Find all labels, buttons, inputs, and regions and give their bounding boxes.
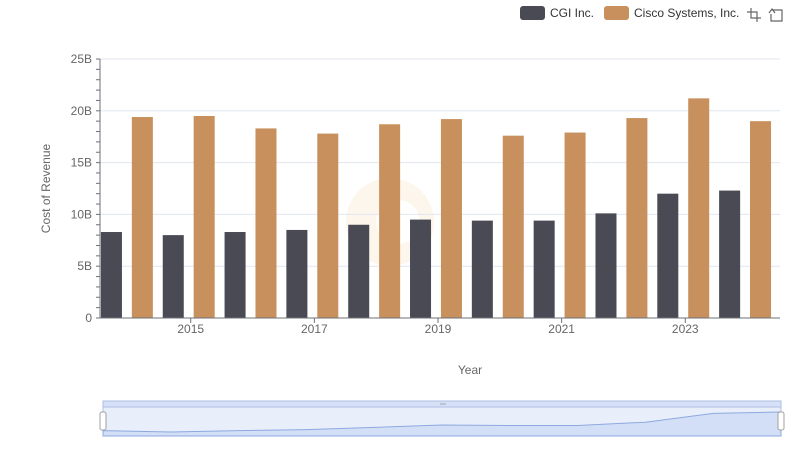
- bar-cisco-2019[interactable]: [440, 119, 462, 318]
- bar-cgi-2017[interactable]: [286, 229, 308, 318]
- legend-item-cgi[interactable]: CGI Inc.: [520, 6, 594, 20]
- y-tick-label: 0: [85, 311, 92, 325]
- x-axis-labels: 2015 2017 2019 2021 2023: [177, 318, 699, 336]
- y-tick-label: 15B: [71, 156, 92, 170]
- bar-cisco-2016[interactable]: [255, 128, 277, 318]
- bars: [100, 98, 772, 319]
- x-tick-label: 2021: [548, 322, 575, 336]
- y-tick-label: 10B: [71, 207, 92, 221]
- bar-cisco-2014[interactable]: [131, 117, 153, 319]
- toolbox: [745, 6, 789, 24]
- bar-cisco-2015[interactable]: [193, 115, 215, 318]
- x-tick-label: 2019: [425, 322, 452, 336]
- bar-cisco-2024[interactable]: [750, 121, 772, 318]
- legend-label-cisco: Cisco Systems, Inc.: [634, 6, 740, 20]
- legend-item-cisco[interactable]: Cisco Systems, Inc.: [604, 6, 739, 20]
- y-axis-title: Cost of Revenue: [39, 143, 53, 233]
- bar-cgi-2022[interactable]: [595, 213, 617, 318]
- x-tick-label: 2015: [177, 322, 204, 336]
- bar-cgi-2020[interactable]: [471, 220, 493, 318]
- y-minor-ticks: [96, 58, 100, 319]
- restore-icon[interactable]: [767, 6, 785, 24]
- bar-cgi-2016[interactable]: [224, 232, 246, 318]
- legend-swatch-cgi: [520, 6, 545, 20]
- y-tick-label: 5B: [77, 259, 92, 273]
- bar-cisco-2021[interactable]: [564, 132, 586, 318]
- y-axis-labels: 0 5B 10B 15B 20B 25B: [71, 52, 93, 325]
- slider-preview: [102, 411, 782, 437]
- x-tick-label: 2023: [672, 322, 699, 336]
- bar-cgi-2018[interactable]: [348, 224, 370, 318]
- data-zoom-slider[interactable]: [99, 400, 785, 437]
- zoom-icon[interactable]: [745, 6, 763, 24]
- y-tick-label: 25B: [71, 52, 92, 66]
- legend: CGI Inc. Cisco Systems, Inc.: [520, 4, 749, 22]
- bar-cgi-2015[interactable]: [162, 235, 184, 318]
- x-tick-label: 2017: [301, 322, 328, 336]
- bar-cgi-2023[interactable]: [657, 193, 679, 318]
- bar-cisco-2020[interactable]: [502, 135, 524, 318]
- bar-cgi-2019[interactable]: [410, 219, 432, 318]
- slider-handle-left[interactable]: [99, 411, 107, 431]
- y-tick-label: 20B: [71, 104, 92, 118]
- bar-cisco-2023[interactable]: [688, 98, 710, 318]
- slider-handle-right[interactable]: [777, 411, 785, 431]
- bar-cgi-2014[interactable]: [100, 232, 122, 318]
- legend-label-cgi: CGI Inc.: [550, 6, 595, 20]
- bar-cisco-2022[interactable]: [626, 118, 648, 318]
- bar-cgi-2021[interactable]: [533, 220, 555, 318]
- bar-cgi-2024[interactable]: [719, 190, 741, 318]
- bar-cisco-2018[interactable]: [379, 124, 401, 318]
- legend-swatch-cisco: [604, 6, 630, 20]
- bar-cisco-2017[interactable]: [317, 133, 339, 318]
- x-axis-title: Year: [458, 363, 482, 377]
